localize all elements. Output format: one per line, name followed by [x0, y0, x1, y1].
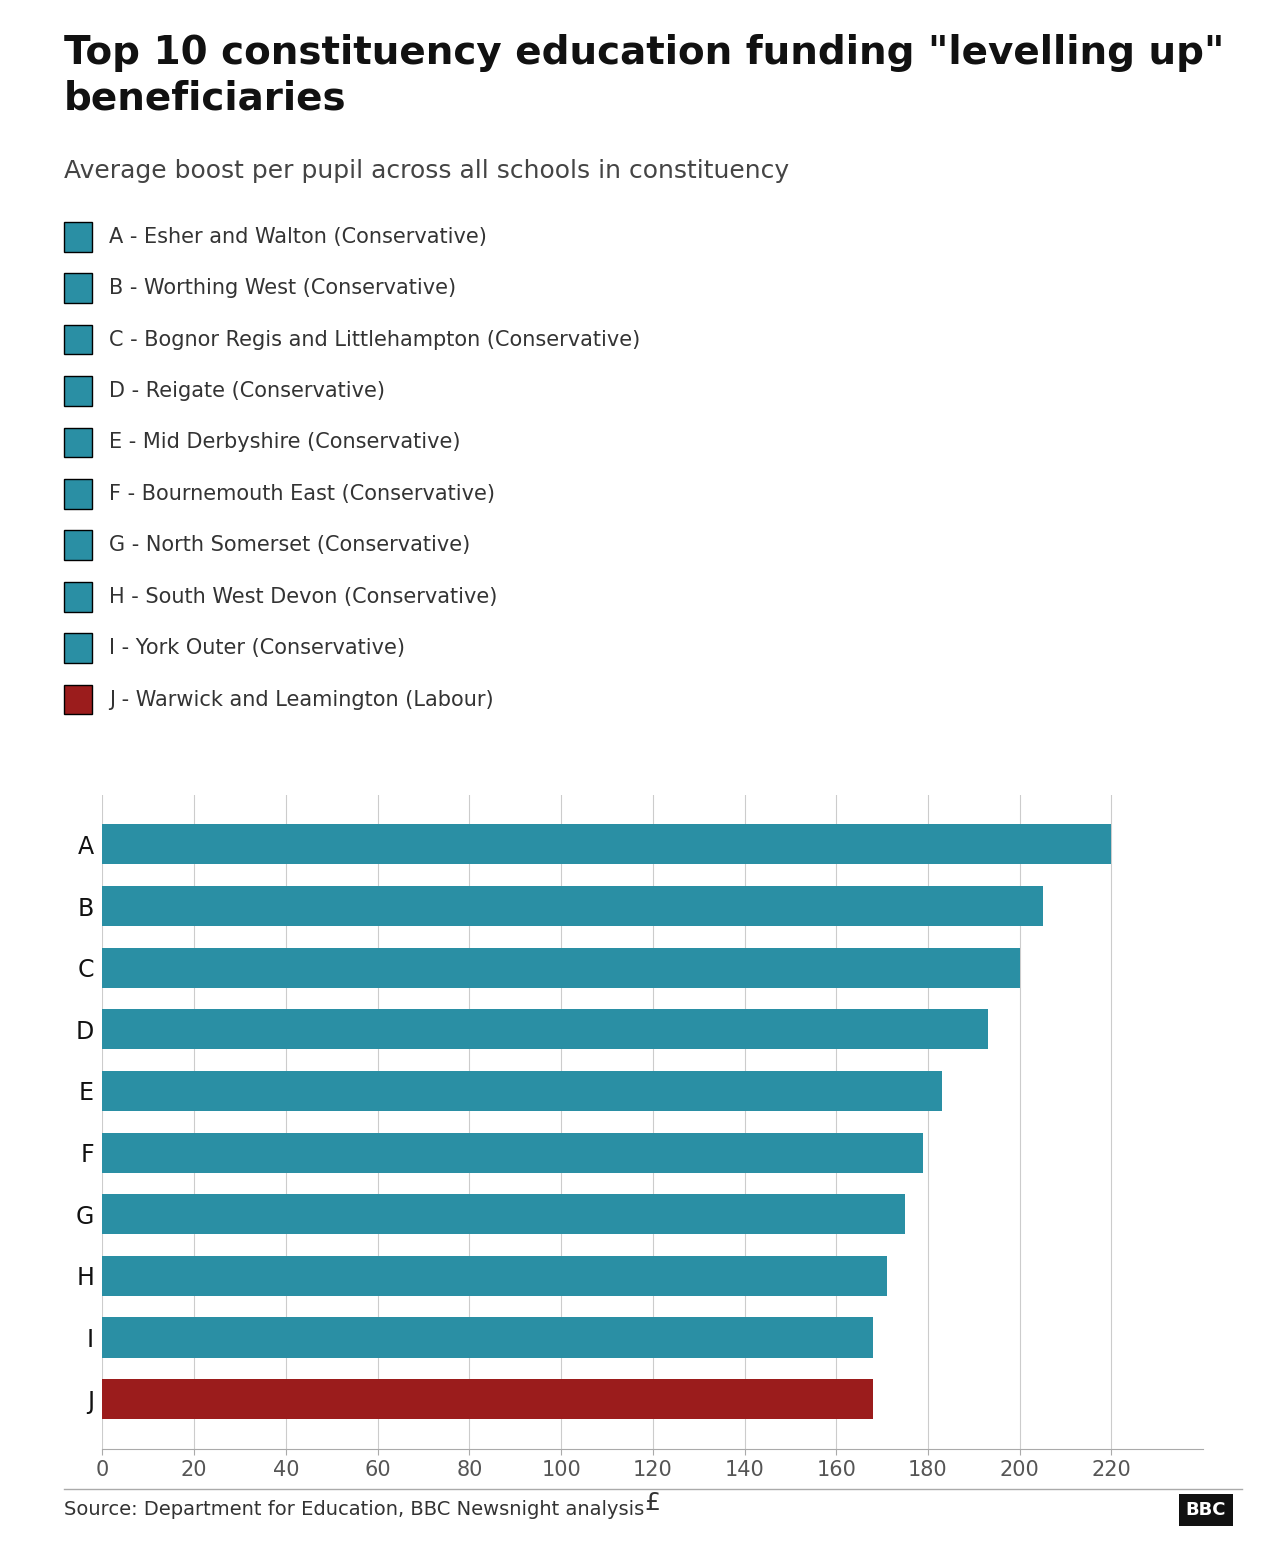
Bar [102, 1010, 988, 1050]
Text: E - Mid Derbyshire (Conservative): E - Mid Derbyshire (Conservative) [109, 433, 461, 452]
Bar [102, 824, 1111, 865]
Text: Average boost per pupil across all schools in constituency: Average boost per pupil across all schoo… [64, 159, 790, 182]
Text: B - Worthing West (Conservative): B - Worthing West (Conservative) [109, 279, 456, 298]
Text: G - North Somerset (Conservative): G - North Somerset (Conservative) [109, 536, 470, 555]
Text: J - Warwick and Leamington (Labour): J - Warwick and Leamington (Labour) [109, 690, 493, 709]
Text: BBC: BBC [1185, 1500, 1226, 1519]
Text: D - Reigate (Conservative): D - Reigate (Conservative) [109, 382, 385, 400]
Bar [102, 1256, 887, 1296]
Text: H - South West Devon (Conservative): H - South West Devon (Conservative) [109, 587, 497, 606]
Text: F - Bournemouth East (Conservative): F - Bournemouth East (Conservative) [109, 485, 495, 503]
Text: Source: Department for Education, BBC Newsnight analysis: Source: Department for Education, BBC Ne… [64, 1500, 644, 1519]
Text: C - Bognor Regis and Littlehampton (Conservative): C - Bognor Regis and Littlehampton (Cons… [109, 330, 640, 349]
X-axis label: £: £ [645, 1491, 660, 1516]
Text: A - Esher and Walton (Conservative): A - Esher and Walton (Conservative) [109, 227, 486, 246]
Bar [102, 1379, 873, 1419]
Bar [102, 1193, 905, 1234]
Bar [102, 1070, 942, 1111]
Bar [102, 1318, 873, 1357]
Bar [102, 887, 1043, 925]
Bar [102, 947, 1020, 988]
Text: I - York Outer (Conservative): I - York Outer (Conservative) [109, 639, 404, 657]
Text: Top 10 constituency education funding "levelling up"
beneficiaries: Top 10 constituency education funding "l… [64, 34, 1225, 118]
Bar [102, 1133, 923, 1173]
